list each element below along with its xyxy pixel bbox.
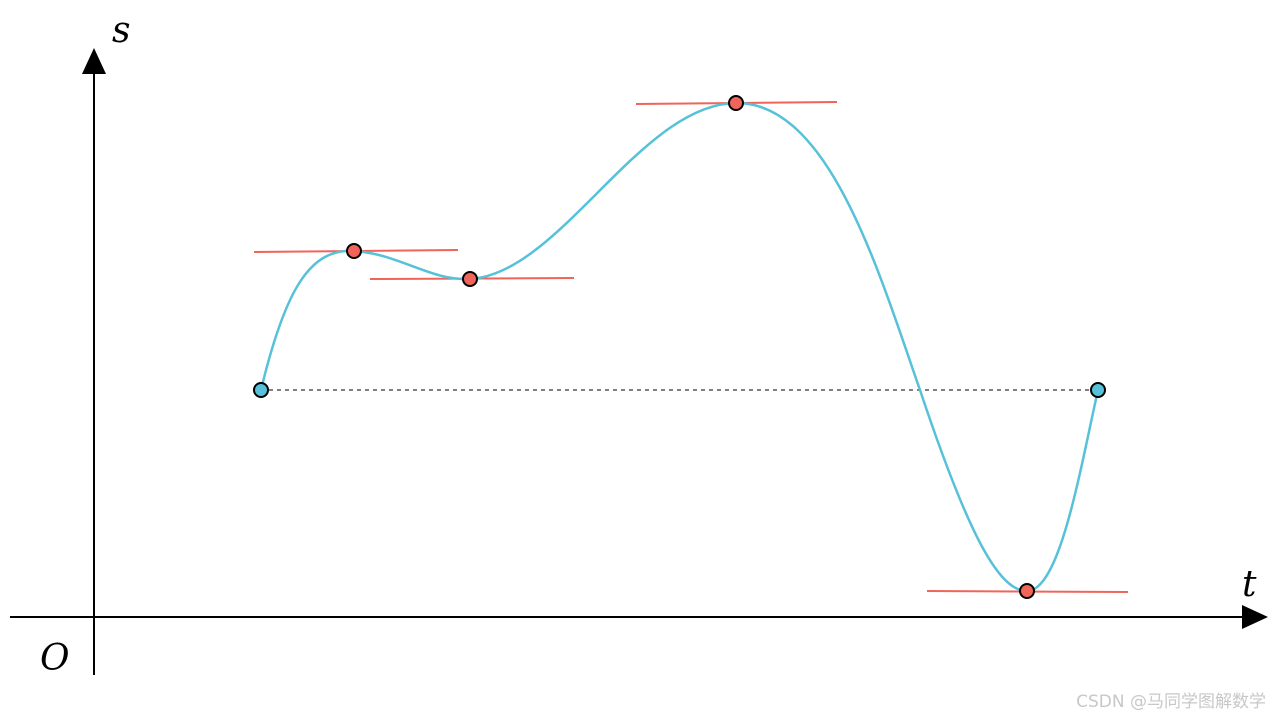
critical-point-1 bbox=[346, 243, 362, 259]
x-axis-label: t bbox=[1242, 564, 1257, 605]
function-curve bbox=[259, 101, 1100, 593]
watermark: CSDN @马同学图解数学 bbox=[1076, 692, 1266, 712]
x-axis-arrow-icon bbox=[1242, 605, 1268, 629]
critical-point-2 bbox=[462, 271, 478, 287]
critical-point-3 bbox=[728, 95, 744, 111]
y-axis-label: s bbox=[112, 10, 130, 51]
endpoint-right bbox=[1090, 382, 1106, 398]
endpoint-left bbox=[253, 382, 269, 398]
critical-point-4 bbox=[1019, 583, 1035, 599]
origin-label: O bbox=[40, 638, 70, 679]
y-axis-arrow-icon bbox=[82, 48, 106, 74]
